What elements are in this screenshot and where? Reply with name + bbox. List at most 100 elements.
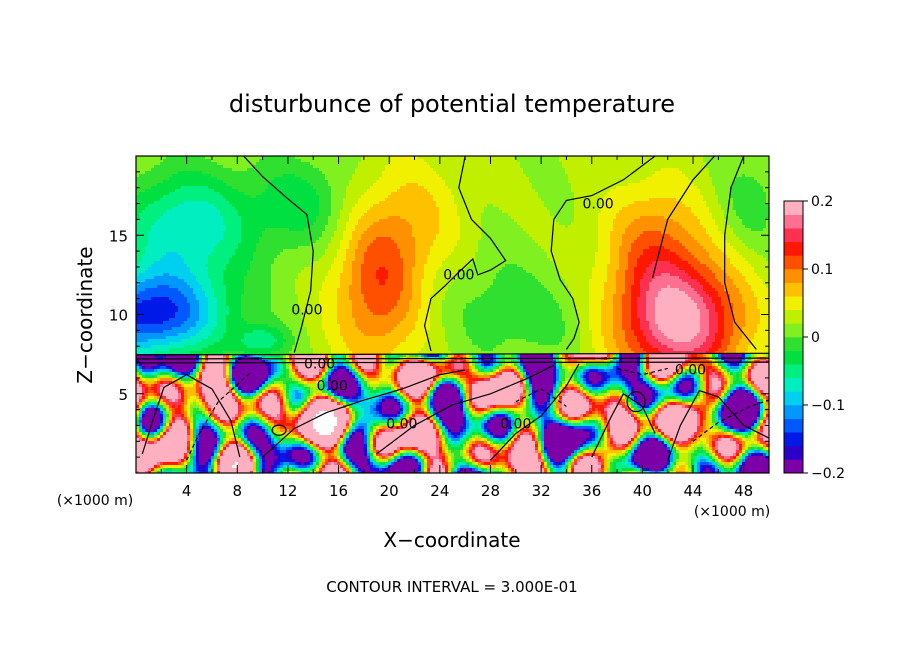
field-cell <box>241 195 245 199</box>
field-cell <box>499 156 503 160</box>
field-cell <box>187 219 191 223</box>
field-cell <box>460 207 464 211</box>
field-cell <box>574 174 578 178</box>
field-cell <box>409 201 413 205</box>
field-cell <box>142 183 146 187</box>
field-cell <box>169 195 173 199</box>
field-cell <box>595 222 599 226</box>
field-cell <box>238 198 242 202</box>
field-cell <box>676 177 680 181</box>
field-cell <box>589 216 593 220</box>
field-cell <box>271 204 275 208</box>
field-cell <box>256 180 260 184</box>
field-cell <box>235 210 239 214</box>
field-cell <box>241 186 245 190</box>
field-cell <box>199 201 203 205</box>
field-cell <box>544 174 548 178</box>
field-cell <box>472 186 476 190</box>
field-cell <box>505 204 509 208</box>
field-cell <box>589 177 593 181</box>
field-cell <box>295 213 299 217</box>
field-cell <box>670 204 674 208</box>
heatmap-field <box>136 156 769 473</box>
field-cell <box>175 213 179 217</box>
field-cell <box>481 159 485 163</box>
field-cell <box>652 177 656 181</box>
field-cell <box>382 156 386 160</box>
field-cell <box>232 207 236 211</box>
field-cell <box>565 204 569 208</box>
field-cell <box>334 162 338 166</box>
field-cell <box>577 195 581 199</box>
field-cell <box>289 222 293 226</box>
field-cell <box>406 189 410 193</box>
field-cell <box>394 198 398 202</box>
field-cell <box>436 189 440 193</box>
field-cell <box>715 216 719 220</box>
field-cell <box>736 219 740 223</box>
field-cell <box>283 180 287 184</box>
field-cell <box>379 207 383 211</box>
field-cell <box>397 186 401 190</box>
field-cell <box>553 198 557 202</box>
field-cell <box>184 198 188 202</box>
field-cell <box>274 216 278 220</box>
field-cell <box>493 213 497 217</box>
field-cell <box>697 174 701 178</box>
field-cell <box>517 183 521 187</box>
field-cell <box>388 210 392 214</box>
field-cell <box>661 174 665 178</box>
field-cell <box>211 192 215 196</box>
field-cell <box>718 162 722 166</box>
field-cell <box>583 210 587 214</box>
field-cell <box>412 180 416 184</box>
field-cell <box>565 168 569 172</box>
field-cell <box>265 174 269 178</box>
field-cell <box>196 216 200 220</box>
field-cell <box>364 171 368 175</box>
field-cell <box>523 174 527 178</box>
field-cell <box>259 159 263 163</box>
field-cell <box>286 171 290 175</box>
field-cell <box>313 183 317 187</box>
field-cell <box>508 180 512 184</box>
field-cell <box>496 156 500 160</box>
field-cell <box>427 225 431 229</box>
field-cell <box>517 162 521 166</box>
field-cell <box>379 189 383 193</box>
field-cell <box>412 213 416 217</box>
field-cell <box>451 225 455 229</box>
field-cell <box>727 174 731 178</box>
field-cell <box>664 174 668 178</box>
field-cell <box>661 180 665 184</box>
field-cell <box>739 213 743 217</box>
field-cell <box>517 201 521 205</box>
field-cell <box>238 168 242 172</box>
field-cell <box>532 201 536 205</box>
field-cell <box>622 162 626 166</box>
field-cell <box>538 204 542 208</box>
field-cell <box>178 219 182 223</box>
field-cell <box>259 210 263 214</box>
field-cell <box>139 168 143 172</box>
field-cell <box>529 156 533 160</box>
field-cell <box>520 207 524 211</box>
field-cell <box>745 183 749 187</box>
field-cell <box>697 156 701 160</box>
field-cell <box>295 216 299 220</box>
field-cell <box>739 183 743 187</box>
field-cell <box>517 159 521 163</box>
field-cell <box>250 207 254 211</box>
field-cell <box>460 162 464 166</box>
field-cell <box>415 216 419 220</box>
field-cell <box>373 156 377 160</box>
field-cell <box>658 171 662 175</box>
field-cell <box>727 171 731 175</box>
field-cell <box>613 189 617 193</box>
field-cell <box>313 225 317 229</box>
field-cell <box>142 189 146 193</box>
field-cell <box>334 186 338 190</box>
field-cell <box>385 219 389 223</box>
field-cell <box>355 180 359 184</box>
field-cell <box>325 222 329 226</box>
